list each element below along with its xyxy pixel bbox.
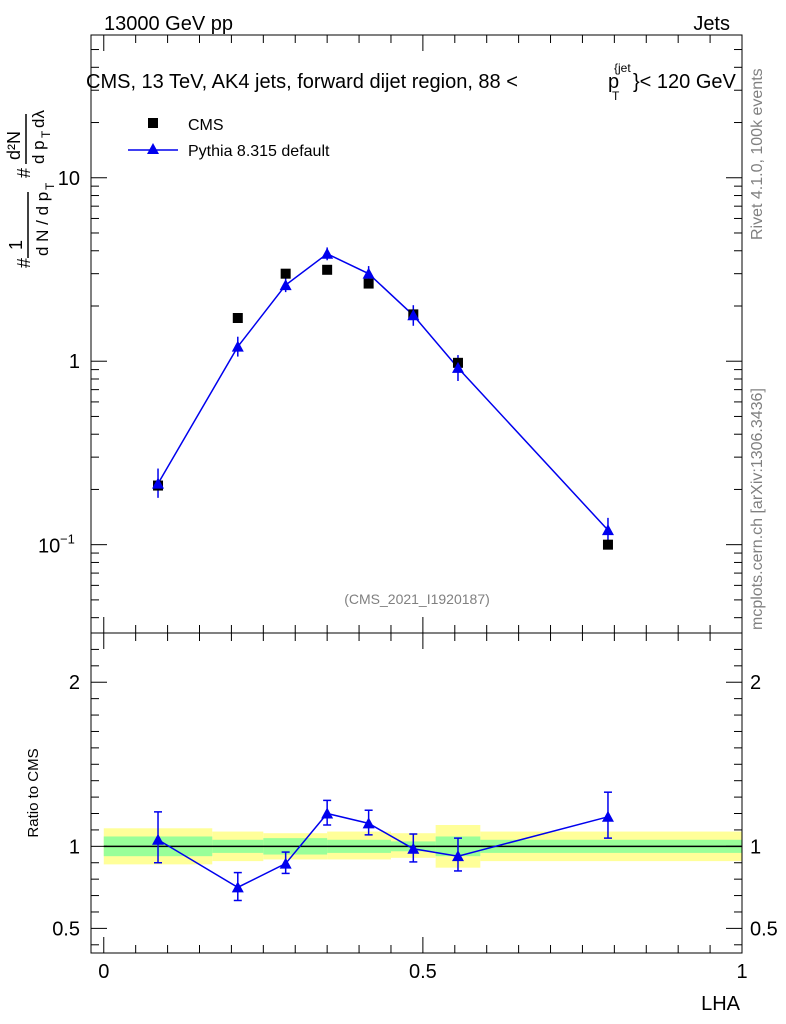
ytick-label-1: 1: [69, 351, 80, 373]
ratio-series-line: [157, 812, 609, 889]
xtick-label-1: 1: [736, 961, 747, 983]
ratio-ytick-left-1: 1: [69, 836, 80, 858]
energy-label: 13000 GeV pp: [104, 13, 233, 35]
mc-data-point: [152, 477, 165, 489]
main-title: CMS, 13 TeV, AK4 jets, forward dijet reg…: [86, 61, 737, 103]
ratio-data-point: [152, 833, 165, 845]
ratio-ytick-left-0.5: 0.5: [52, 918, 80, 940]
svg-text:{jet: {jet: [614, 61, 631, 75]
svg-text:}< 120 GeV: }< 120 GeV: [633, 71, 737, 93]
rivet-label: Rivet 4.1.0, 100k events: [749, 68, 766, 240]
x-axis-label: LHA: [701, 993, 741, 1015]
ratio-data-point: [231, 881, 244, 893]
ratio-data-point: [321, 807, 334, 819]
mc-data-point: [601, 524, 614, 536]
svg-text:−1: −1: [60, 532, 75, 547]
main-ytick-labels: 10 1 10 −1: [38, 168, 80, 558]
ratio-data-point: [362, 817, 375, 829]
mc-data-point: [279, 279, 292, 291]
main-ylabel: # 1 d N / d p T # d²N d p T dλ: [4, 110, 57, 268]
legend-label-pythia: Pythia 8.315 default: [188, 143, 330, 160]
mc-data-point: [407, 309, 420, 321]
process-label: Jets: [693, 13, 730, 35]
cms-data-point: [232, 313, 243, 324]
ytick-label-10: 10: [58, 168, 80, 190]
legend-label-cms: CMS: [188, 117, 224, 134]
mc-data-point: [321, 247, 334, 259]
cms-data-point: [602, 539, 613, 550]
cms-data-point: [322, 264, 333, 275]
svg-text:T: T: [43, 182, 57, 190]
legend-marker-cms: [148, 118, 158, 128]
svg-text:10: 10: [38, 536, 60, 558]
ytick-label-0.1: 10 −1: [38, 532, 75, 558]
svg-text:CMS, 13 TeV, AK4 jets, forward: CMS, 13 TeV, AK4 jets, forward dijet reg…: [86, 71, 518, 93]
mc-series-line: [157, 252, 609, 531]
ratio-ytick-labels: 2 1 0.5 2 1 0.5: [52, 672, 778, 940]
ratio-data-layer: [152, 791, 614, 902]
legend: CMS Pythia 8.315 default: [128, 117, 330, 160]
cms-data-point: [363, 278, 374, 289]
svg-text:#: #: [14, 258, 34, 268]
mc-data-point: [451, 361, 464, 373]
svg-text:d N / d p: d N / d p: [33, 192, 52, 256]
svg-text:T: T: [39, 130, 53, 138]
ratio-data-point: [451, 850, 464, 862]
xtick-label-0.5: 0.5: [409, 961, 437, 983]
ratio-ylabel: Ratio to CMS: [25, 748, 42, 837]
ratio-plot-frame: [90, 632, 743, 954]
ratio-ytick-right-1: 1: [750, 836, 761, 858]
svg-text:d p: d p: [29, 140, 48, 164]
ratio-axis-ticks: [91, 632, 743, 953]
ratio-data-point: [407, 842, 420, 854]
xtick-labels: 0 0.5 1: [98, 961, 747, 983]
site-label: mcplots.cern.ch [arXiv:1306.3436]: [749, 388, 766, 630]
ratio-ytick-right-0.5: 0.5: [750, 918, 778, 940]
cms-data-point: [280, 268, 291, 279]
xtick-label-0: 0: [98, 961, 109, 983]
ratio-data-point: [601, 810, 614, 822]
ratio-ytick-left-2: 2: [69, 672, 80, 694]
svg-text:dλ: dλ: [29, 110, 48, 128]
svg-text:T: T: [612, 89, 620, 103]
mc-data-point: [231, 340, 244, 352]
ratio-data-point: [279, 857, 292, 869]
ratio-ytick-right-2: 2: [750, 672, 761, 694]
main-data-layer: [152, 247, 614, 550]
mc-data-point: [362, 267, 375, 279]
analysis-watermark: (CMS_2021_I1920187): [344, 591, 490, 607]
svg-text:1: 1: [6, 240, 26, 250]
svg-text:d²N: d²N: [4, 131, 24, 160]
svg-text:p: p: [608, 71, 619, 93]
svg-text:#: #: [14, 168, 34, 178]
main-axis-ticks: [91, 34, 743, 633]
ratio-uncertainty-bands: [103, 825, 742, 868]
legend-marker-pythia: [147, 143, 159, 154]
